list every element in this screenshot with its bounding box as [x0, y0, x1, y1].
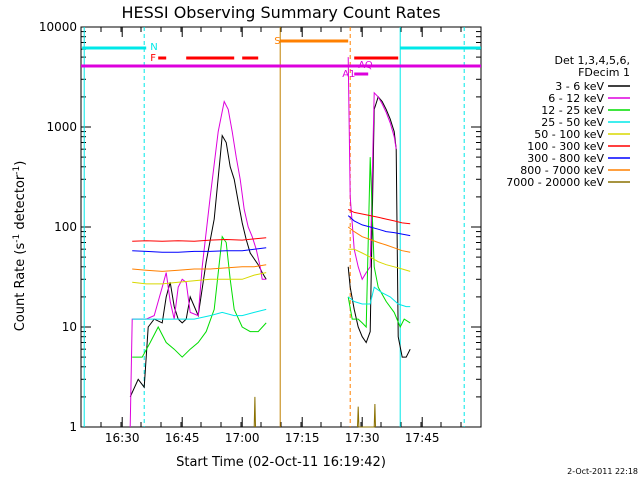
axes-layer: 1 10 100 1000 10000 16:30 16:45 17:00 17:15 17:30…	[39, 20, 482, 445]
y-tick-label: 100	[54, 220, 77, 234]
series-line-4	[132, 272, 267, 285]
series-line-7	[347, 226, 411, 253]
y-tick-label: 1000	[46, 120, 77, 134]
legend-label-2: 12 - 25 keV	[541, 104, 604, 117]
y-tick-label: 10000	[39, 20, 77, 34]
series-line-4	[348, 248, 411, 272]
flag-label-2: S	[274, 36, 280, 47]
series-line-0	[129, 133, 267, 398]
series-line-2	[347, 157, 411, 329]
series-line-6	[347, 215, 411, 237]
x-tick-label: 17:30	[345, 431, 380, 445]
series-line-0	[347, 95, 411, 358]
legend-header-2: FDecim 1	[578, 66, 630, 79]
x-tick-label: 16:30	[105, 431, 140, 445]
series-line-3	[347, 286, 411, 308]
series-line-5	[347, 208, 411, 225]
x-tick-label: 17:45	[405, 431, 440, 445]
legend-label-1: 6 - 12 keV	[548, 92, 604, 105]
x-tick-label: 17:00	[225, 431, 260, 445]
flag-label-0: N	[150, 42, 157, 53]
legend-label-3: 25 - 50 keV	[541, 116, 604, 129]
series-line-8	[253, 396, 256, 428]
y-axis-label-sup2: -1	[12, 166, 22, 175]
x-tick-label: 17:15	[285, 431, 320, 445]
x-tick-label: 16:45	[165, 431, 200, 445]
legend-label-8: 7000 - 20000 keV	[506, 176, 604, 189]
series-line-1	[347, 57, 397, 281]
flag-label-3: A1	[342, 69, 355, 80]
series-line-5	[132, 237, 267, 242]
legend-label-4: 50 - 100 keV	[534, 128, 604, 141]
series-line-3	[132, 308, 267, 320]
chart-title: HESSI Observing Summary Count Rates	[121, 3, 440, 22]
series-line-2	[132, 235, 267, 358]
y-axis-label-mid: detector	[13, 174, 28, 234]
y-axis-label-sup1: -1	[12, 234, 22, 243]
legend-label-7: 800 - 7000 keV	[520, 164, 604, 177]
legend-label-5: 100 - 300 keV	[527, 140, 604, 153]
flag-label-1: F	[150, 53, 156, 64]
series-line-8	[357, 403, 376, 428]
y-tick-label: 1	[69, 420, 77, 434]
series-line-7	[132, 264, 267, 272]
series-line-1	[129, 99, 267, 428]
y-axis-label: Count Rate (s-1 detector-1)	[12, 161, 28, 332]
legend-label-6: 300 - 800 keV	[527, 152, 604, 165]
series-layer	[129, 57, 411, 428]
x-axis-label: Start Time (02-Oct-11 16:19:42)	[176, 455, 386, 470]
series-line-6	[132, 247, 267, 253]
flag-label-4: AQ	[358, 60, 373, 71]
y-axis-label-main: Count Rate (s	[13, 243, 28, 332]
y-axis-label-end: )	[13, 161, 28, 166]
legend-label-0: 3 - 6 keV	[555, 80, 604, 93]
legend-header-1: Det 1,3,4,5,6,	[554, 54, 630, 67]
footer-date: 2-Oct-2011 22:18	[567, 467, 638, 476]
y-tick-label: 10	[62, 320, 77, 334]
instrument-overlay	[81, 27, 481, 427]
